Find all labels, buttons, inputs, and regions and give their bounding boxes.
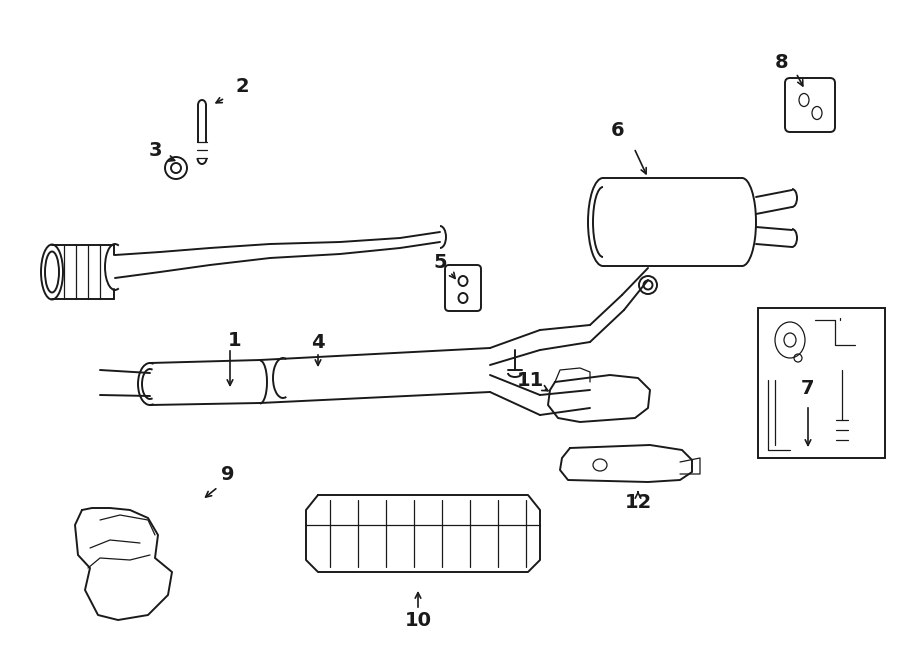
Text: 11: 11 — [517, 371, 544, 389]
Text: 10: 10 — [404, 611, 431, 629]
Text: 12: 12 — [625, 492, 652, 512]
Bar — [758, 308, 885, 458]
Text: 4: 4 — [311, 332, 325, 352]
Text: 9: 9 — [221, 465, 235, 485]
Text: 2: 2 — [235, 77, 248, 97]
Text: 8: 8 — [775, 52, 788, 71]
Text: 3: 3 — [148, 141, 162, 159]
Text: 5: 5 — [433, 253, 446, 272]
Text: 1: 1 — [229, 330, 242, 350]
Text: 6: 6 — [611, 120, 625, 139]
Text: 7: 7 — [801, 379, 814, 397]
